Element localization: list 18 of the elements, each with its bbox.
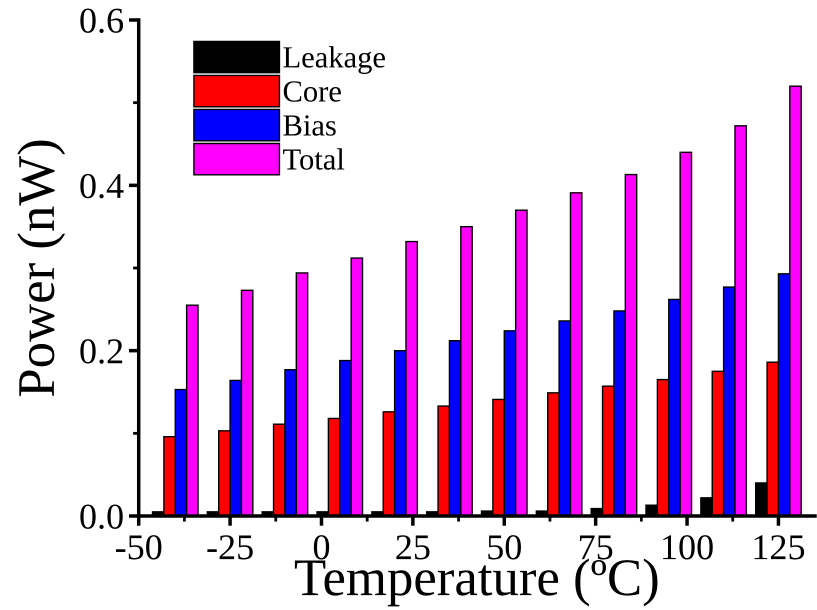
x-tick-label: 100 (663, 535, 713, 560)
x-tick-label: 75 (580, 535, 612, 560)
x-tick-label: -50 (116, 535, 162, 560)
legend-label: Total (283, 148, 344, 170)
x-tick-label: 0 (314, 535, 330, 560)
x-axis-title: Temperature (ºC) (294, 558, 658, 606)
legend-label: Bias (283, 115, 336, 136)
y-tick-label: 0.2 (80, 339, 122, 364)
y-tick-label: 0.0 (80, 504, 123, 530)
x-tick-label: 50 (488, 535, 521, 560)
x-tick-label: 25 (396, 535, 430, 560)
legend-label: Core (284, 81, 341, 102)
legend-label: Leakage (283, 46, 385, 74)
y-axis-title: Power (nW) (17, 140, 66, 396)
y-tick-label: 0.6 (80, 8, 124, 34)
x-tick-label: 125 (754, 535, 804, 560)
y-tick-label: 0.4 (80, 174, 124, 198)
x-tick-label: -25 (207, 535, 253, 560)
